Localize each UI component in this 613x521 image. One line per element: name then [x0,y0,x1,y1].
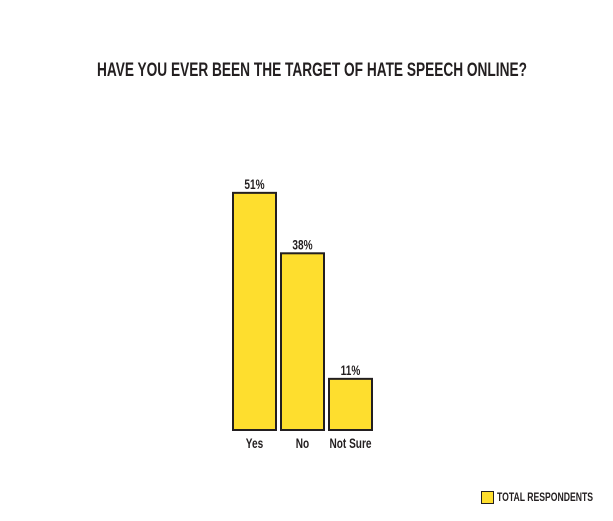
category-label: Yes [246,435,264,451]
bar-yes [232,191,277,431]
category-label: Not Sure [330,435,372,451]
legend: TOTAL RESPONDENTS [481,490,613,504]
category-label: No [296,435,309,451]
legend-swatch [481,490,494,504]
bar-no [280,252,325,431]
data-label: 38% [292,237,312,253]
legend-label: TOTAL RESPONDENTS [497,490,594,504]
data-label: 11% [341,362,361,378]
bar-not-sure [328,377,373,432]
chart-title: HAVE YOU EVER BEEN THE TARGET OF HATE SP… [97,60,527,81]
data-label: 51% [244,176,264,192]
